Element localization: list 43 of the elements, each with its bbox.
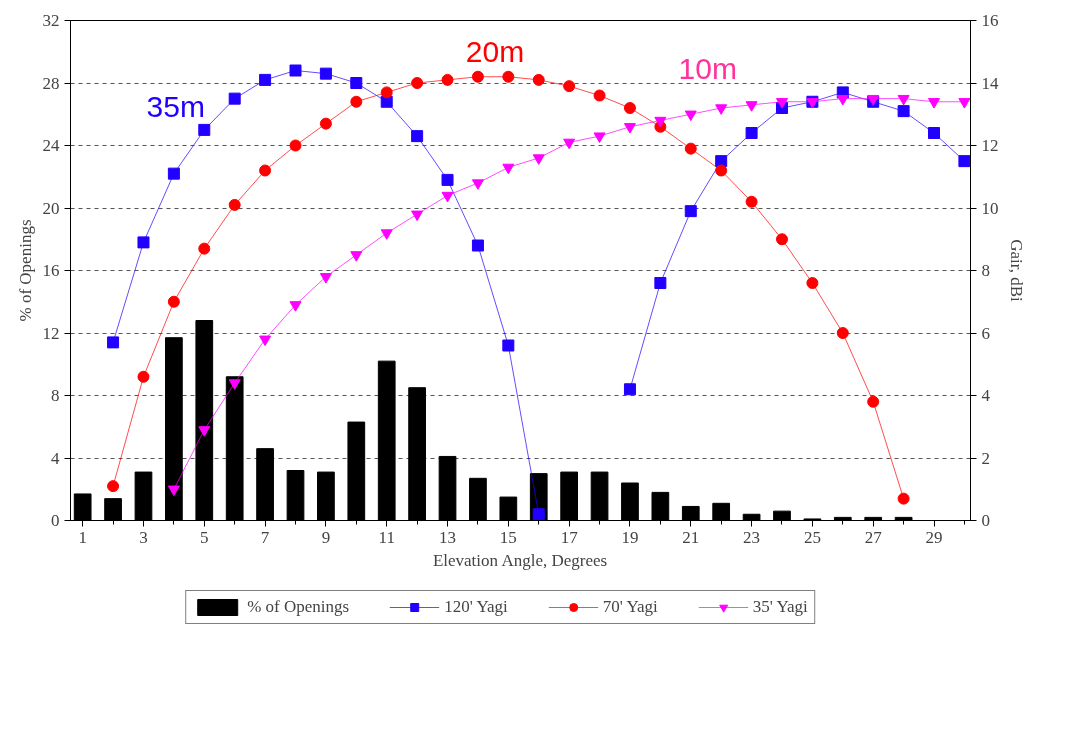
x-tick-label: 27 — [864, 527, 883, 547]
y2-tick-label: 2 — [981, 448, 990, 468]
x-tick-label: 1 — [78, 527, 87, 547]
x-tick-label: 29 — [925, 527, 943, 547]
y2-tick-label: 0 — [981, 511, 990, 530]
y-tick-label: 32 — [42, 11, 60, 30]
y-tick-label: 4 — [51, 448, 60, 468]
y2-tick-label: 10 — [981, 198, 999, 218]
x-tick-label: 13 — [439, 527, 457, 547]
y2-tick-label: 8 — [981, 261, 990, 280]
annotation: 20m — [465, 35, 525, 69]
y2-axis-title: Gair, dBi — [1006, 239, 1026, 303]
x-tick-label: 11 — [378, 527, 395, 547]
y-tick-label: 8 — [51, 386, 60, 405]
y-tick-label: 28 — [42, 73, 60, 93]
y2-tick-label: 14 — [981, 73, 999, 93]
y-tick-label: 12 — [42, 323, 60, 343]
y2-tick-label: 4 — [981, 386, 991, 405]
x-tick-label: 7 — [260, 527, 270, 547]
x-tick-label: 9 — [321, 527, 331, 547]
legend-label: % of Openings — [247, 597, 350, 617]
annotation: 35m — [146, 89, 205, 123]
x-axis-title: Elevation Angle, Degrees — [432, 550, 608, 570]
x-tick-label: 15 — [499, 527, 517, 547]
y-axis-title: % of Openings — [15, 219, 35, 322]
annotation: 10m — [678, 52, 737, 86]
y2-tick-label: 12 — [981, 136, 999, 155]
x-tick-label: 17 — [560, 527, 579, 547]
y-tick-label: 0 — [51, 511, 60, 530]
y-tick-label: 20 — [42, 198, 60, 218]
y2-tick-label: 16 — [981, 11, 999, 30]
legend-label: 70' Yagi — [602, 597, 658, 617]
y2-tick-label: 6 — [981, 323, 990, 343]
x-tick-label: 21 — [682, 527, 700, 547]
x-tick-label: 19 — [621, 527, 639, 547]
y-tick-label: 16 — [42, 261, 60, 280]
x-tick-label: 3 — [139, 527, 148, 547]
x-tick-label: 25 — [803, 527, 821, 547]
x-tick-label: 23 — [743, 527, 761, 547]
y-tick-label: 24 — [42, 136, 60, 155]
legend-label: 35' Yagi — [752, 597, 808, 617]
legend-label: 120' Yagi — [444, 597, 508, 617]
x-tick-label: 5 — [200, 527, 209, 547]
